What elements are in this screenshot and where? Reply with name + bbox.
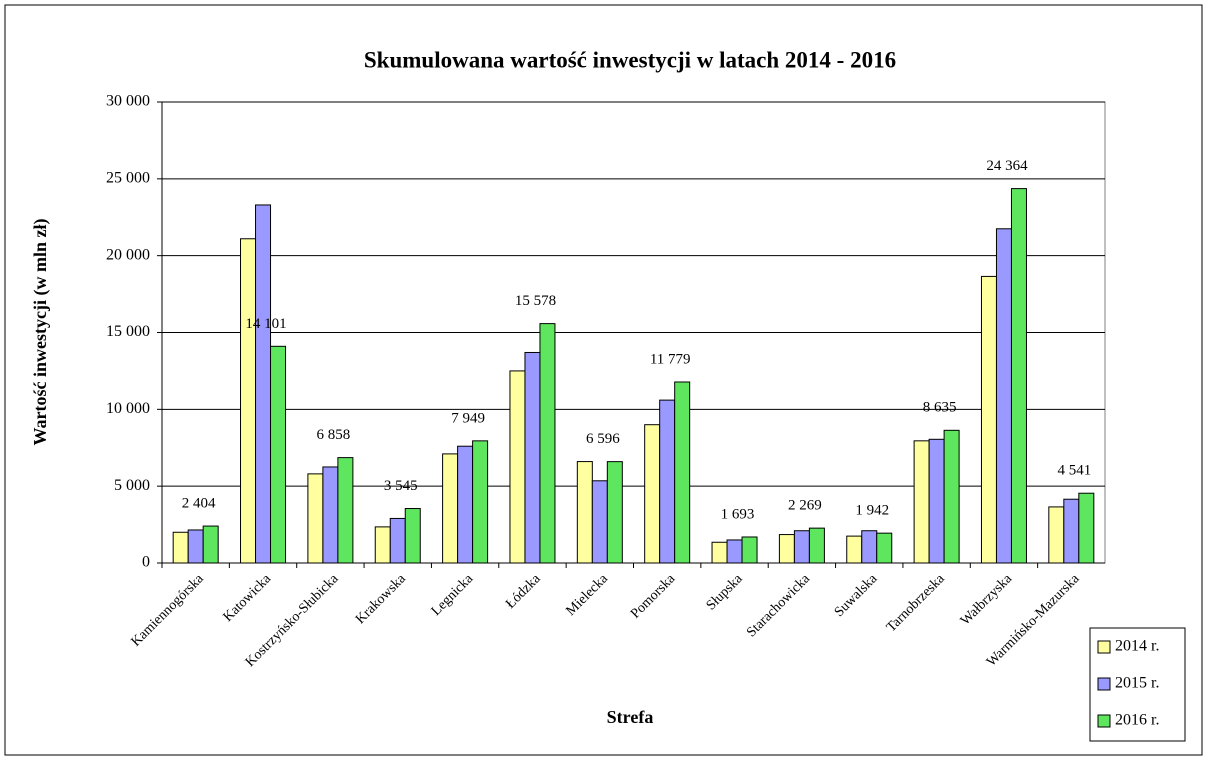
y-tick-label: 25 000 [106,170,150,187]
y-tick-label: 15 000 [106,323,150,340]
data-label: 6 858 [317,427,351,443]
bar [674,381,691,564]
legend-label: 2015 r. [1115,675,1159,692]
bar [928,438,945,564]
bar [644,424,661,564]
bar [472,440,489,564]
legend-swatch [1097,714,1111,728]
y-tick-label: 20 000 [106,246,150,263]
bar [913,440,930,564]
y-axis-title: Wartość inwestycji (w mln zł) [30,219,51,446]
bar [337,457,354,564]
bar [240,238,257,564]
bar [524,351,541,564]
bar [741,536,758,564]
bar [576,461,593,564]
data-label: 1 942 [855,503,889,519]
bar [711,541,728,564]
bar [1063,498,1080,564]
bar [808,527,825,564]
bar [659,399,676,564]
data-label: 7 949 [451,410,485,426]
chart-title: Skumulowana wartość inwestycji w latach … [364,47,896,72]
data-label: 4 541 [1057,463,1091,479]
bar [778,534,795,564]
bar [442,453,459,564]
data-label: 2 404 [182,495,216,511]
bar [270,345,287,564]
bar [322,466,339,564]
bar [943,429,960,564]
bar [876,532,893,564]
bar [202,525,219,564]
bar [389,517,406,564]
y-tick-label: 10 000 [106,400,150,417]
data-label: 14 101 [245,316,286,332]
bar [187,529,204,564]
bar [509,370,526,564]
bar [726,539,743,564]
y-tick-label: 30 000 [106,93,150,110]
bar [374,526,391,564]
bar [861,530,878,564]
bar [539,323,556,564]
bar [591,480,608,564]
y-tick-label: 0 [142,554,150,571]
bar [172,531,189,564]
y-tick-label: 5 000 [114,477,150,494]
data-label: 15 578 [515,293,556,309]
bar [307,473,324,564]
legend-label: 2014 r. [1115,638,1159,655]
data-label: 6 596 [586,431,620,447]
data-label: 11 779 [650,351,691,367]
bar [1078,492,1095,564]
legend-label: 2016 r. [1115,712,1159,729]
data-label: 1 693 [721,506,755,522]
bar [404,508,421,564]
bar [255,204,272,564]
x-axis-title: Strefa [607,707,654,727]
legend-swatch [1097,640,1111,654]
bar [846,535,863,564]
data-label: 2 269 [788,498,822,514]
bar [793,530,810,564]
bar [1010,188,1027,564]
data-label: 24 364 [986,158,1028,174]
bar [1048,506,1065,564]
data-label: 8 635 [923,400,957,416]
bar [457,445,474,564]
bar [606,461,623,564]
legend-swatch [1097,677,1111,691]
bar [980,275,997,564]
bar [995,228,1012,564]
data-label: 3 545 [384,478,418,494]
